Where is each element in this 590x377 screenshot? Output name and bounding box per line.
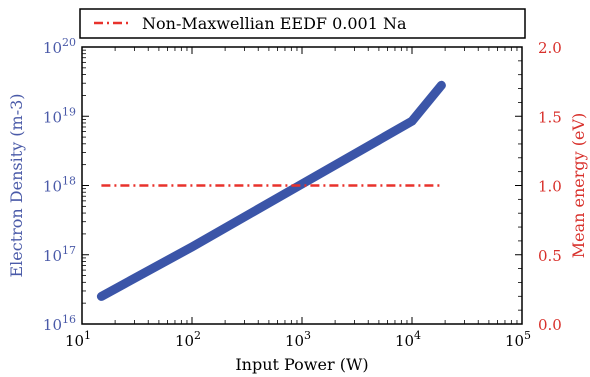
x-axis-label: Input Power (W) (235, 355, 368, 374)
legend: Non-Maxwellian EEDF 0.001 Na (79, 8, 526, 39)
y-right-tick-label: 1.5 (538, 108, 562, 126)
x-tick-label: 101 (65, 329, 91, 350)
y-axis-left-label: Electron Density (m-3) (7, 93, 26, 277)
x-tick-label: 105 (505, 329, 531, 350)
x-tick-label: 104 (395, 329, 421, 350)
y-right-tick-label: 2.0 (538, 39, 562, 57)
legend-box (79, 8, 526, 39)
y-right-tick-label: 0.5 (538, 247, 562, 265)
y-left-tick-label: 1019 (43, 105, 76, 126)
y-right-tick-label: 1.0 (538, 178, 562, 196)
x-tick-label: 103 (285, 329, 311, 350)
series-layer (96, 80, 446, 301)
y-left-tick-label: 1017 (43, 244, 76, 265)
y-left-tick-label: 1016 (43, 313, 76, 334)
legend-label: Non-Maxwellian EEDF 0.001 Na (142, 14, 407, 33)
x-tick-label: 102 (175, 329, 201, 350)
ticks: 101 102 103 104 105 1016 1017 1018 1019 1020 0.0 0.… (43, 36, 562, 350)
y-axis-right-label: Mean energy (eV) (569, 113, 588, 259)
y-right-tick-label: 0.0 (538, 316, 562, 334)
y-left-tick-label: 1020 (43, 36, 76, 57)
electron-density-series (96, 80, 446, 301)
y-left-tick-label: 1018 (43, 175, 76, 196)
